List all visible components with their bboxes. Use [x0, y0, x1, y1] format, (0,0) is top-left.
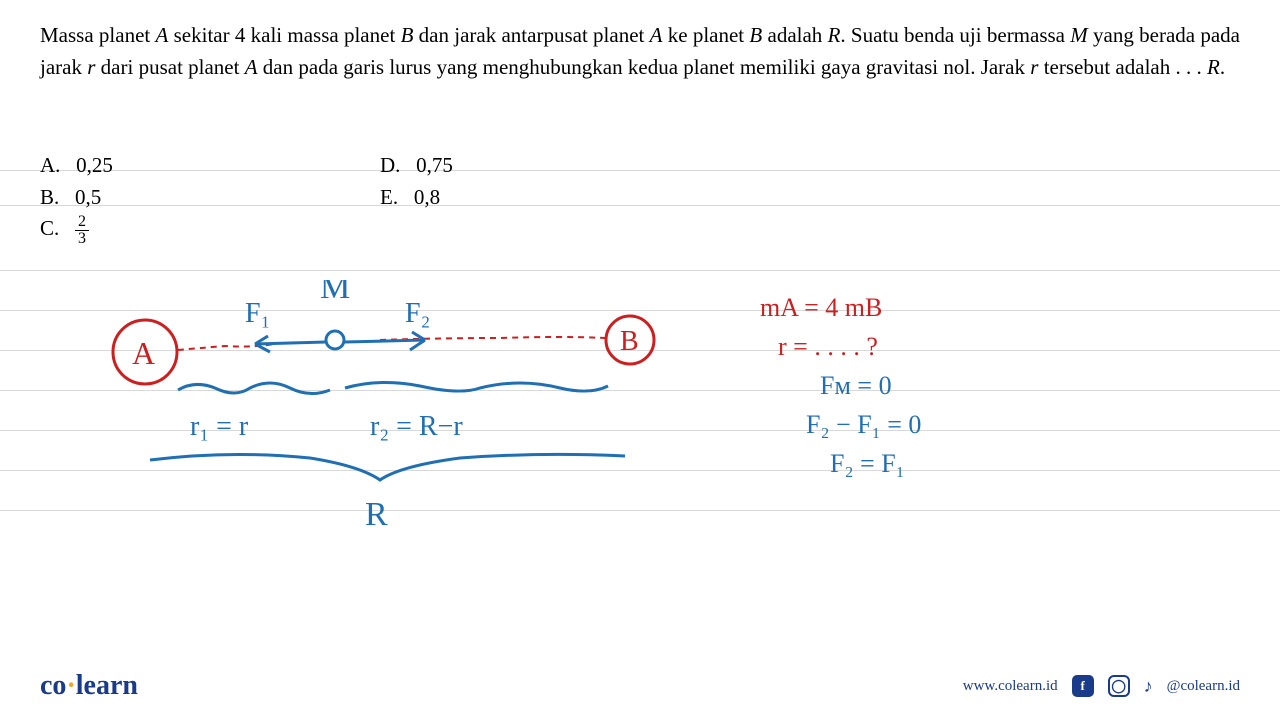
note-fm: Fᴍ = 0: [820, 366, 1160, 405]
option-e: E. 0,8: [380, 182, 440, 214]
label-big-r: R: [365, 496, 388, 533]
label-m: M: [320, 280, 350, 306]
footer-handle: @colearn.id: [1167, 678, 1240, 695]
answer-options: A. 0,25 D. 0,75 B. 0,5 E. 0,8 C. 23: [40, 150, 453, 247]
handwritten-diagram: A B M F₁ F₂ r₁ = r r₂ = R−r R: [80, 280, 680, 540]
tiktok-icon: ♪: [1144, 676, 1153, 697]
logo: co·learn: [40, 670, 138, 702]
note-f2eqf1: F₂ = F₁: [830, 444, 1160, 483]
note-r: r = . . . . ?: [778, 327, 1160, 366]
facebook-icon: f: [1072, 675, 1094, 697]
instagram-icon: ◯: [1108, 675, 1130, 697]
label-r1: r₁ = r: [190, 411, 249, 442]
handwritten-notes: mA = 4 mB r = . . . . ? Fᴍ = 0 F₂ − F₁ =…: [760, 288, 1160, 483]
option-b: B. 0,5: [40, 182, 380, 214]
note-ma: mA = 4 mB: [760, 288, 1160, 327]
footer-url: www.colearn.id: [963, 678, 1058, 695]
question-text: Massa planet A sekitar 4 kali massa plan…: [40, 20, 1240, 83]
label-f1: F₁: [245, 298, 270, 329]
footer: co·learn www.colearn.id f ◯ ♪ @colearn.i…: [0, 670, 1280, 702]
option-d: D. 0,75: [380, 150, 453, 182]
label-a: A: [132, 335, 155, 371]
label-f2: F₂: [405, 298, 430, 329]
label-r2: r₂ = R−r: [370, 411, 463, 442]
label-b: B: [620, 326, 639, 357]
option-c: C. 23: [40, 213, 380, 247]
note-f2f1: F₂ − F₁ = 0: [806, 405, 1160, 444]
footer-links: www.colearn.id f ◯ ♪ @colearn.id: [963, 675, 1240, 697]
option-a: A. 0,25: [40, 150, 380, 182]
